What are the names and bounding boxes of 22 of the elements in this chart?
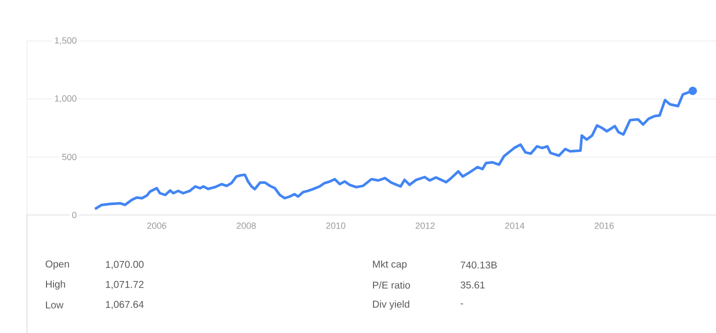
text: 740.13B [460,261,497,269]
x-tick-label: 2014 [505,222,524,229]
text: Open [46,260,69,270]
text: Low [46,302,64,308]
x-tick-label: 2016 [594,222,614,229]
y-tick-label: 1,000 [55,95,76,103]
text: Mkt cap [373,260,407,270]
text: 1,071.72 [106,280,144,290]
x-tick-label: 2012 [416,222,435,229]
y-tick-label: 0 [72,212,76,218]
x-tick-label: 2010 [326,222,346,229]
text: P/E ratio [373,281,410,289]
y-tick-label: 500 [62,154,76,160]
text: 1,070.00 [106,260,144,270]
text: High [46,280,66,290]
x-tick-label: 2006 [147,222,166,229]
text: - [460,303,464,304]
y-tick-label: 1,500 [55,37,76,45]
text: 1,067.64 [106,300,144,310]
x-tick-label: 2008 [236,222,256,229]
text: Div yield [373,300,410,310]
text: 35.61 [460,281,485,289]
